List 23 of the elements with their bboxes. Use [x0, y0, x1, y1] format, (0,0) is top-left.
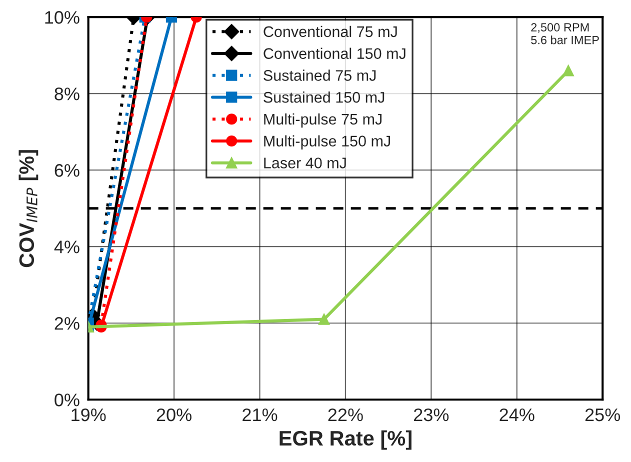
legend-label: Conventional 75 mJ: [264, 26, 397, 38]
legend-label: Laser 40 mJ: [264, 158, 346, 168]
x-tick-label: 22%: [328, 408, 363, 422]
x-tick-label: 20%: [156, 408, 192, 422]
legend-label: Multi-pulse 150 mJ: [264, 135, 390, 150]
x-axis-title: EGR Rate [%]: [280, 430, 412, 450]
y-tick-label: 0%: [54, 394, 80, 406]
y-tick-label: 4%: [54, 240, 80, 254]
legend-label: Multi-pulse 75 mJ: [264, 113, 382, 128]
y-tick-label: 6%: [54, 164, 80, 177]
x-tick-label: 19%: [72, 408, 106, 422]
legend-label: Sustained 75 mJ: [264, 70, 376, 81]
y-axis-title: COV$_{IMEP}$ [%]: [18, 150, 38, 268]
y-tick-label: 8%: [54, 88, 80, 100]
x-tick-label: 23%: [414, 408, 449, 422]
y-tick-label: 10%: [45, 11, 80, 24]
legend-label: Conventional 150 mJ: [264, 48, 406, 59]
annotation: 2,500 RPM 5.6 bar IMEP: [531, 23, 599, 44]
x-tick-label: 21%: [242, 408, 278, 422]
y-tick-label: 2%: [54, 317, 80, 330]
x-tick-label: 25%: [585, 408, 620, 422]
x-tick-label: 24%: [500, 408, 534, 422]
legend-label: Sustained 150 mJ: [264, 92, 384, 103]
